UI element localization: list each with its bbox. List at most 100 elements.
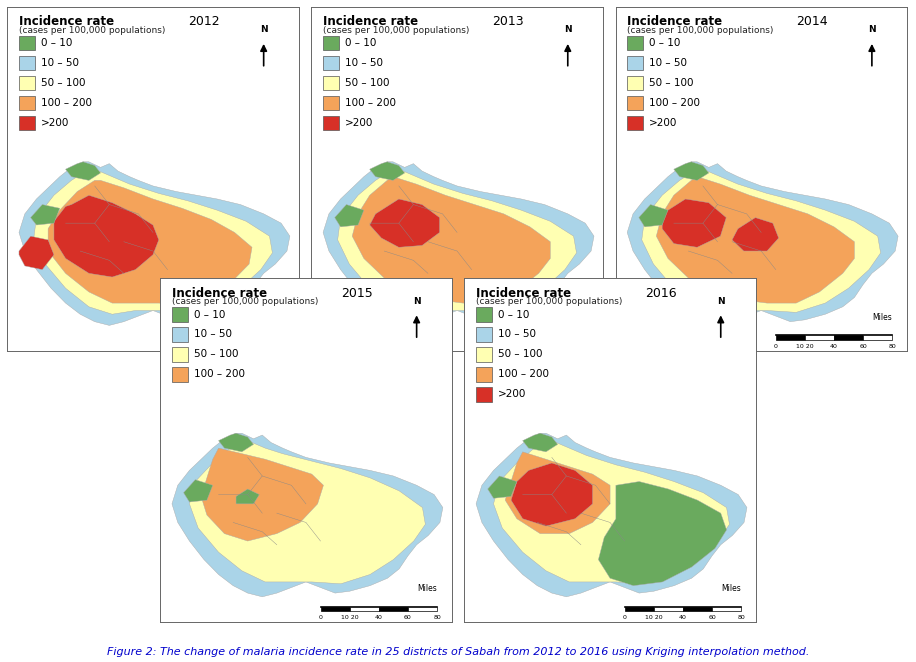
Text: 2016: 2016 xyxy=(645,287,677,300)
Bar xyxy=(168,336,197,340)
Bar xyxy=(19,116,35,130)
Text: 100 – 200: 100 – 200 xyxy=(345,98,396,108)
Bar xyxy=(627,56,643,70)
Text: N: N xyxy=(260,25,267,34)
Text: Miles: Miles xyxy=(418,584,437,593)
Bar xyxy=(323,116,339,130)
Text: N: N xyxy=(868,25,876,34)
Bar xyxy=(682,607,712,611)
Text: 0: 0 xyxy=(774,344,778,349)
Bar xyxy=(323,36,339,50)
Text: 10 – 50: 10 – 50 xyxy=(649,58,687,68)
Text: Incidence rate: Incidence rate xyxy=(172,287,267,300)
Bar xyxy=(197,336,225,340)
Text: 40: 40 xyxy=(830,344,838,349)
Text: 0 – 10: 0 – 10 xyxy=(41,38,72,48)
Bar xyxy=(712,607,741,611)
Text: 60: 60 xyxy=(251,344,259,349)
Bar xyxy=(863,336,892,340)
Text: N: N xyxy=(717,297,725,306)
Bar xyxy=(776,336,805,340)
Text: 50 – 100: 50 – 100 xyxy=(41,78,85,88)
Text: 10 – 50: 10 – 50 xyxy=(194,330,232,340)
Text: 10 20: 10 20 xyxy=(492,344,509,349)
Bar xyxy=(323,56,339,70)
Text: 0: 0 xyxy=(166,344,169,349)
Text: (cases per 100,000 populations): (cases per 100,000 populations) xyxy=(19,26,166,34)
Bar xyxy=(654,607,682,611)
Bar xyxy=(476,367,492,382)
Text: >200: >200 xyxy=(649,118,678,128)
Bar xyxy=(19,96,35,111)
Text: Figure 2: The change of malaria incidence rate in 25 districts of Sabah from 201: Figure 2: The change of malaria incidenc… xyxy=(107,647,809,657)
Text: 2012: 2012 xyxy=(188,15,220,28)
Text: 40: 40 xyxy=(679,616,687,620)
Text: 80: 80 xyxy=(889,344,896,349)
Text: 50 – 100: 50 – 100 xyxy=(194,350,238,359)
Bar xyxy=(321,607,350,611)
Text: Miles: Miles xyxy=(873,312,892,322)
Bar xyxy=(323,76,339,90)
Text: (cases per 100,000 populations): (cases per 100,000 populations) xyxy=(476,297,623,306)
Text: Incidence rate: Incidence rate xyxy=(323,15,419,28)
Bar xyxy=(627,96,643,111)
Text: 40: 40 xyxy=(526,344,534,349)
Bar xyxy=(19,56,35,70)
Bar xyxy=(627,76,643,90)
Bar xyxy=(172,348,188,361)
Text: 80: 80 xyxy=(433,616,441,620)
Text: 2014: 2014 xyxy=(796,15,828,28)
Text: >200: >200 xyxy=(345,118,374,128)
Bar xyxy=(625,607,654,611)
Text: N: N xyxy=(413,297,420,306)
Bar xyxy=(529,336,559,340)
Text: 10 20: 10 20 xyxy=(341,616,358,620)
Text: 60: 60 xyxy=(404,616,412,620)
Text: 80: 80 xyxy=(280,344,288,349)
Text: 100 – 200: 100 – 200 xyxy=(649,98,700,108)
Bar xyxy=(323,96,339,111)
Bar xyxy=(19,76,35,90)
Text: 100 – 200: 100 – 200 xyxy=(194,369,245,379)
Bar xyxy=(408,607,437,611)
Text: (cases per 100,000 populations): (cases per 100,000 populations) xyxy=(323,26,470,34)
Text: 100 – 200: 100 – 200 xyxy=(41,98,92,108)
Text: 10 – 50: 10 – 50 xyxy=(345,58,383,68)
Text: 0 – 10: 0 – 10 xyxy=(649,38,681,48)
Text: (cases per 100,000 populations): (cases per 100,000 populations) xyxy=(172,297,319,306)
Text: 0 – 10: 0 – 10 xyxy=(498,310,529,320)
Text: 40: 40 xyxy=(375,616,383,620)
Bar xyxy=(172,367,188,382)
Text: 10 20: 10 20 xyxy=(188,344,205,349)
Bar xyxy=(225,336,255,340)
Text: 2015: 2015 xyxy=(341,287,373,300)
Text: 80: 80 xyxy=(584,344,592,349)
Bar xyxy=(476,387,492,402)
Text: >200: >200 xyxy=(41,118,70,128)
Text: Incidence rate: Incidence rate xyxy=(19,15,114,28)
Bar xyxy=(172,307,188,322)
Text: 0: 0 xyxy=(470,344,474,349)
Text: 100 – 200: 100 – 200 xyxy=(498,369,549,379)
Text: 0 – 10: 0 – 10 xyxy=(194,310,225,320)
Text: 60: 60 xyxy=(555,344,563,349)
Text: (cases per 100,000 populations): (cases per 100,000 populations) xyxy=(627,26,774,34)
Text: 50 – 100: 50 – 100 xyxy=(649,78,693,88)
Bar xyxy=(350,607,379,611)
Bar xyxy=(559,336,588,340)
Bar xyxy=(501,336,529,340)
Bar xyxy=(627,116,643,130)
Text: 40: 40 xyxy=(222,344,230,349)
Text: 50 – 100: 50 – 100 xyxy=(345,78,389,88)
Bar xyxy=(476,307,492,322)
Bar xyxy=(472,336,501,340)
Bar xyxy=(476,348,492,361)
Text: Miles: Miles xyxy=(569,312,588,322)
Text: 10 – 50: 10 – 50 xyxy=(41,58,79,68)
Text: 60: 60 xyxy=(859,344,867,349)
Text: Incidence rate: Incidence rate xyxy=(627,15,723,28)
Text: Incidence rate: Incidence rate xyxy=(476,287,572,300)
Text: 10 – 50: 10 – 50 xyxy=(498,330,536,340)
Text: 10 20: 10 20 xyxy=(796,344,813,349)
Text: Miles: Miles xyxy=(722,584,741,593)
